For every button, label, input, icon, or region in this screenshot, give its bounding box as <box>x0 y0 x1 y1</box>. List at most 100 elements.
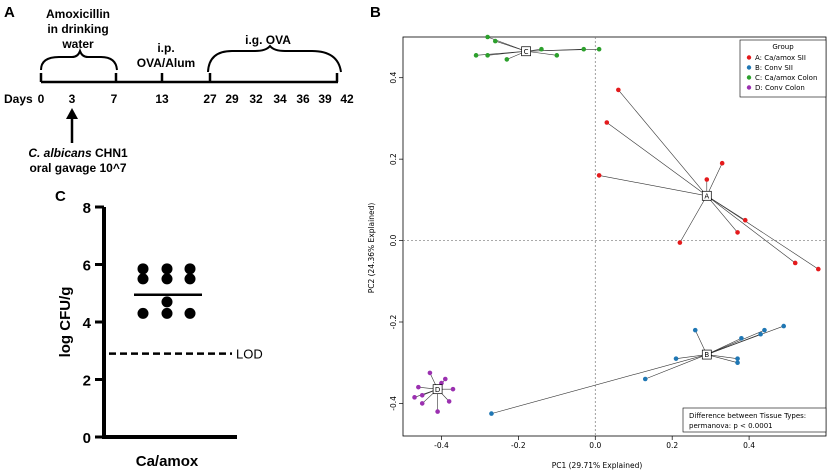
c-x-axis-label: Ca/amox <box>136 453 199 470</box>
panel-c: C log CFU/g Ca/amox 0 2 4 6 8 LOD <box>55 188 263 470</box>
b-point-b-2 <box>739 335 744 341</box>
b-centroid-box-d <box>432 384 443 395</box>
b-x-tick-label-4: 0.4 <box>743 441 755 450</box>
amoxicillin-brace <box>40 47 118 71</box>
b-spoke-b-5 <box>706 325 784 355</box>
b-x-tick-label-3: 0.2 <box>666 441 678 450</box>
b-point-c-7 <box>581 46 587 52</box>
b-point-a-0 <box>616 87 621 93</box>
b-legend-title: Group <box>772 43 794 51</box>
b-point-c-8 <box>596 46 602 52</box>
b-point-a-6 <box>735 230 740 235</box>
b-point-b-0 <box>642 376 648 382</box>
panel-c-label: C <box>55 188 66 205</box>
day-34: 34 <box>273 92 287 106</box>
b-spoke-a-2 <box>599 175 707 197</box>
c-y-tick-label-1: 2 <box>83 373 91 390</box>
b-y-tick-label-3: 0.2 <box>389 153 398 165</box>
ig-ova-label: i.g. OVA <box>245 33 291 47</box>
b-point-d-1 <box>416 384 421 390</box>
panel-b-label: B <box>370 4 381 21</box>
panel-a-label: A <box>4 4 15 21</box>
c-data-point-0 <box>137 263 149 275</box>
b-point-c-0 <box>485 34 490 40</box>
b-point-d-3 <box>412 395 417 400</box>
b-centroid-label-d: D <box>435 386 440 394</box>
day-36: 36 <box>296 92 310 106</box>
c-y-tick-label-3: 6 <box>83 258 91 275</box>
b-legend-marker-b <box>746 65 752 70</box>
b-point-a-2 <box>596 173 602 178</box>
b-spoke-b-9 <box>491 354 707 414</box>
b-spoke-b-4 <box>706 329 765 355</box>
b-spoke-b-8 <box>675 354 707 359</box>
b-y-tick-label-1: -0.2 <box>389 314 398 329</box>
b-legend: Group A: Ca/amox SII B: Conv SII C: Ca/amo… <box>739 39 827 98</box>
b-note-line1: Difference between Tissue Types: <box>689 412 806 420</box>
days-label: Days <box>4 92 33 106</box>
b-note-box <box>682 407 827 433</box>
b-point-a-1 <box>604 120 610 125</box>
b-legend-label-b: B: Conv SII <box>755 64 793 72</box>
b-legend-marker-d <box>746 85 752 90</box>
day-7: 7 <box>111 92 118 106</box>
day-39: 39 <box>318 92 332 106</box>
b-point-d-9 <box>439 380 444 386</box>
c-y-axis-label: log CFU/g <box>57 287 74 358</box>
day-42: 42 <box>340 92 354 106</box>
b-point-a-4 <box>719 160 725 166</box>
amoxicillin-label-line1: Amoxicillin <box>46 7 110 21</box>
c-data-point-6 <box>161 296 173 308</box>
day-13: 13 <box>155 92 169 106</box>
amoxicillin-label-line2: in drinking <box>47 22 108 36</box>
b-point-d-5 <box>435 409 440 414</box>
b-point-b-4 <box>762 327 767 333</box>
b-y-tick-label-0: -0.4 <box>389 396 398 411</box>
c-data-point-9 <box>184 307 196 319</box>
b-note: Difference between Tissue Types: permano… <box>682 407 827 433</box>
c-axis-group: 0 2 4 6 8 <box>83 200 237 447</box>
c-data-point-8 <box>161 307 173 319</box>
gavage-strain: CHN1 <box>92 146 128 160</box>
c-y-tick-label-2: 4 <box>83 315 92 332</box>
c-y-tick-label-4: 8 <box>83 200 91 217</box>
b-legend-items: A: Ca/amox SII B: Conv SII C: Ca/amox Colo… <box>746 54 817 92</box>
b-axis-group: -0.4 -0.2 0.0 0.2 0.4 -0.4 -0.2 0.0 0.2 0.4 <box>389 36 827 450</box>
b-y-tick-label-4: 0.4 <box>389 72 398 84</box>
amoxicillin-label-line3: water <box>61 37 94 51</box>
b-legend-marker-c <box>746 75 752 80</box>
b-point-c-5 <box>539 46 544 52</box>
b-x-tick-label-1: -0.2 <box>511 441 526 450</box>
day-3: 3 <box>69 92 76 106</box>
b-legend-marker-a <box>746 55 752 60</box>
b-spoke-a-8 <box>706 195 796 264</box>
b-x-axis-label: PC1 (29.71% Explained) <box>552 461 643 470</box>
b-point-a-5 <box>742 217 748 223</box>
gavage-species: C. albicans <box>28 146 92 160</box>
b-centroid-box-a <box>701 190 712 201</box>
ig-ova-brace <box>207 44 342 73</box>
b-point-d-2 <box>419 392 425 398</box>
gavage-arrow-head <box>66 108 78 119</box>
c-lod-label: LOD <box>236 347 263 362</box>
day-27: 27 <box>203 92 217 106</box>
timeline-day-labels: Days 0 3 7 13 27 29 32 34 36 39 42 <box>4 92 354 106</box>
panel-a: A Amoxicillin in drinking water i.p. OVA… <box>4 4 354 175</box>
b-centroid-box-c <box>521 46 531 57</box>
b-data-marks: A B C D <box>412 34 821 416</box>
b-spoke-c-3 <box>487 50 527 56</box>
b-y-axis-label: PC2 (24.36% Explained) <box>367 203 376 294</box>
c-data-point-1 <box>161 263 173 275</box>
b-y-tick-label-2: 0.0 <box>389 234 398 246</box>
b-point-a-8 <box>792 260 798 266</box>
b-legend-label-c: C: Ca/amox Colon <box>755 74 817 82</box>
b-spoke-b-7 <box>706 354 738 364</box>
b-point-b-7 <box>735 360 740 366</box>
b-spoke-b-0 <box>645 354 707 380</box>
day-29: 29 <box>225 92 239 106</box>
day-0: 0 <box>38 92 45 106</box>
b-point-b-6 <box>735 356 740 361</box>
b-point-b-1 <box>692 327 698 333</box>
b-spoke-c-6 <box>526 50 557 56</box>
b-legend-box <box>739 39 827 98</box>
